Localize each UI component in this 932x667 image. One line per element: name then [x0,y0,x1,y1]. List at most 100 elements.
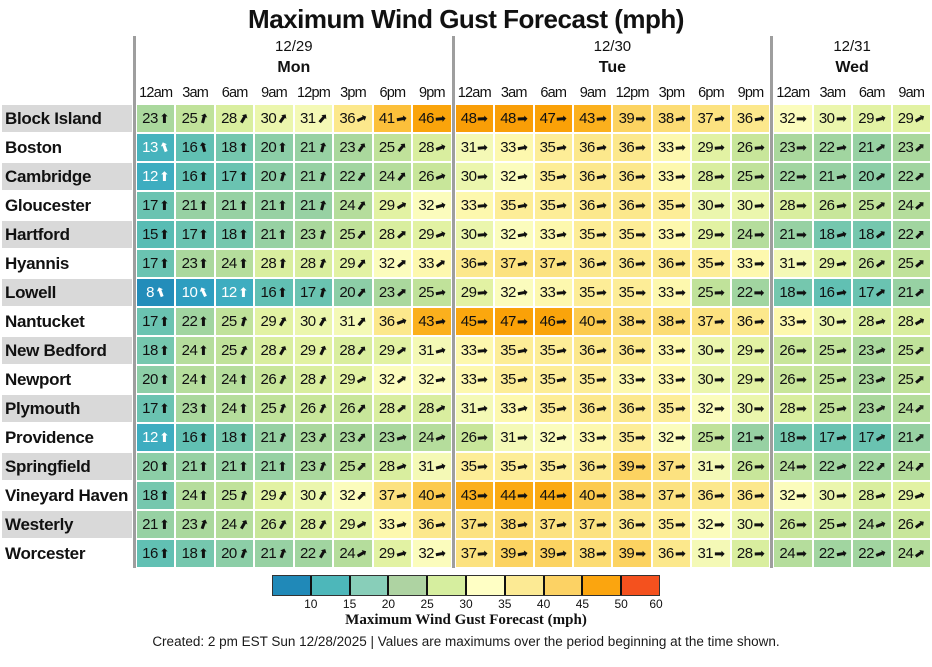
gust-cell: 40 ➡ [572,307,613,336]
wind-direction-arrow-icon: ➡ [274,287,290,298]
gust-value: 32 [418,197,434,214]
gust-value: 40 [418,487,434,504]
wind-direction-arrow-icon: ➡ [674,284,686,301]
colorbar-tick: 60 [649,597,663,611]
wind-direction-arrow-icon: ➡ [712,110,726,127]
gust-value: 21 [897,284,914,301]
gust-value: 24 [858,516,874,533]
gust-cell: 21 ➡ [773,220,813,249]
gust-cell: 32 ➡ [372,249,413,278]
wind-direction-arrow-icon: ➡ [516,313,528,330]
wind-direction-arrow-icon: ➡ [795,139,807,156]
colorbar-tick: 30 [459,597,473,611]
gust-cell: 24 ➡ [891,191,931,220]
gust-cell: 36 ➡ [612,510,652,539]
gust-value: 10 [181,284,198,301]
gust-value: 35 [618,284,635,301]
gust-value: 26 [779,516,796,533]
gust-cell: 30 ➡ [730,191,771,220]
gust-cell: 35 ➡ [533,133,573,162]
time-header: 9am [579,85,607,101]
gust-value: 35 [658,516,674,533]
gust-value: 32 [378,371,395,388]
wind-direction-arrow-icon: ➡ [312,429,331,446]
gust-cell: 25 ➡ [214,307,255,336]
wind-direction-arrow-icon: ➡ [634,197,647,214]
wind-direction-arrow-icon: ➡ [753,342,765,359]
gust-value: 36 [460,255,477,272]
wind-direction-arrow-icon: ➡ [753,458,765,475]
gust-value: 26 [460,429,477,446]
gust-value: 35 [539,342,556,359]
wind-direction-arrow-icon: ➡ [910,254,929,273]
gust-value: 13 [142,139,158,156]
gust-value: 29 [260,313,277,330]
gust-value: 18 [221,429,237,446]
wind-direction-arrow-icon: ➡ [352,428,371,447]
gust-cell: 21 ➡ [891,278,931,307]
gust-value: 33 [658,284,674,301]
gust-value: 30 [736,516,753,533]
wind-direction-arrow-icon: ➡ [595,313,607,330]
time-header: 6am [221,85,249,101]
gust-value: 36 [579,255,595,272]
gust-value: 36 [618,516,635,533]
gust-value: 24 [181,371,198,388]
gust-value: 17 [142,255,158,272]
gust-cell: 23 ➡ [852,394,892,423]
gust-value: 23 [378,429,395,446]
gust-cell: 32 ➡ [372,365,413,394]
gust-cell: 18 ➡ [214,133,255,162]
gust-cell: 29 ➡ [333,510,373,539]
gust-value: 38 [658,110,674,127]
wind-direction-arrow-icon: ➡ [834,545,848,562]
wind-direction-arrow-icon: ➡ [834,197,848,214]
city-label: Vineyard Haven [1,481,133,510]
gust-cell: 24 ➡ [372,162,413,191]
wind-direction-arrow-icon: ➡ [555,110,568,127]
gust-cell: 22 ➡ [333,162,373,191]
gust-value: 18 [221,139,237,156]
gust-cell: 33 ➡ [533,278,573,307]
gust-cell: 43 ➡ [572,104,613,133]
wind-direction-arrow-icon: ➡ [674,458,686,475]
gust-cell: 24 ➡ [891,452,931,481]
colorbar-segment [583,576,623,595]
gust-cell: 21 ➡ [214,191,255,220]
gust-value: 21 [260,458,277,475]
gust-value: 25 [818,400,835,417]
gust-cell: 21 ➡ [293,191,334,220]
wind-direction-arrow-icon: ➡ [594,342,608,359]
gust-value: 24 [339,545,356,562]
gust-value: 23 [858,342,874,359]
date-header: 12/30 [593,38,632,55]
gust-cell: 31 ➡ [412,336,452,365]
gust-value: 29 [339,255,356,272]
wind-direction-arrow-icon: ➡ [753,430,765,445]
gust-cell: 48 ➡ [454,104,495,133]
gust-value: 18 [818,226,835,243]
wind-direction-arrow-icon: ➡ [674,545,686,562]
gust-cell: 28 ➡ [293,249,334,278]
gust-cell: 30 ➡ [691,191,731,220]
wind-direction-arrow-icon: ➡ [752,168,765,185]
gust-cell: 24 ➡ [175,336,215,365]
wind-direction-arrow-icon: ➡ [753,517,765,532]
gust-value: 31 [500,429,516,446]
gust-cell: 26 ➡ [730,452,771,481]
gust-value: 25 [221,313,237,330]
gust-value: 18 [142,487,158,504]
wind-direction-arrow-icon: ➡ [234,314,252,329]
gust-cell: 25 ➡ [214,336,255,365]
gust-value: 22 [818,139,835,156]
gust-value: 18 [779,429,796,446]
gust-value: 37 [539,516,556,533]
wind-direction-arrow-icon: ➡ [635,314,646,329]
gust-value: 29 [378,197,395,214]
gust-cell: 41 ➡ [372,104,413,133]
wind-direction-arrow-icon: ➡ [635,488,646,503]
gust-value: 24 [221,371,237,388]
gust-cell: 23 ➡ [372,423,413,452]
time-header: 12am [457,85,492,101]
wind-direction-arrow-icon: ➡ [796,285,807,300]
